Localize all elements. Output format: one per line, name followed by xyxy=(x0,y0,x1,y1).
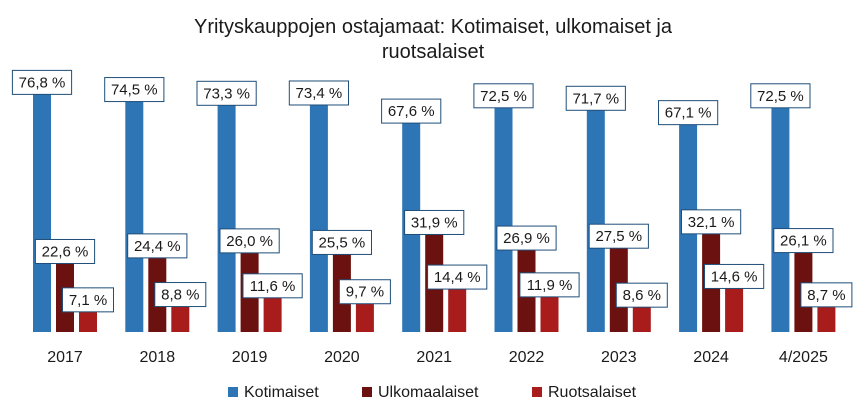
svg-text:7,1 %: 7,1 % xyxy=(69,292,107,309)
data-label-ruotsalaiset-2021: 14,4 % xyxy=(427,264,488,290)
data-label-ruotsalaiset-2019: 11,6 % xyxy=(242,273,303,299)
svg-text:9,7 %: 9,7 % xyxy=(346,284,384,301)
data-label-kotimaiset-2022: 72,5 % xyxy=(473,83,534,109)
data-label-ruotsalaiset-4-2025: 8,7 % xyxy=(800,282,853,308)
bar-ruotsalaiset-2024 xyxy=(725,286,744,332)
x-tick-label: 2022 xyxy=(509,349,545,366)
x-tick-label: 2017 xyxy=(47,349,83,366)
bar-kotimaiset-2020 xyxy=(309,102,328,332)
svg-text:31,9 %: 31,9 % xyxy=(411,214,458,231)
svg-text:32,1 %: 32,1 % xyxy=(688,214,735,231)
svg-text:27,5 %: 27,5 % xyxy=(595,228,642,245)
data-label-ulkomaalaiset-2024: 32,1 % xyxy=(681,209,742,235)
svg-text:11,9 %: 11,9 % xyxy=(527,277,573,294)
bar-ruotsalaiset-2021 xyxy=(448,287,467,332)
bars-layer xyxy=(33,92,836,333)
svg-text:26,9 %: 26,9 % xyxy=(503,230,550,247)
svg-text:67,6 %: 67,6 % xyxy=(388,103,435,120)
data-label-ulkomaalaiset-2018: 24,4 % xyxy=(127,233,188,259)
bar-ruotsalaiset-2023 xyxy=(632,305,651,332)
svg-text:22,6 %: 22,6 % xyxy=(42,243,89,260)
x-tick-label: 2019 xyxy=(232,349,268,366)
bar-ruotsalaiset-2019 xyxy=(263,295,282,332)
data-label-kotimaiset-2019: 73,3 % xyxy=(196,80,257,106)
bar-kotimaiset-2022 xyxy=(494,105,513,332)
data-label-kotimaiset-2021: 67,6 % xyxy=(381,98,442,124)
legend-item-ulkomaalaiset: Ulkomaalaiset xyxy=(362,384,479,401)
data-label-kotimaiset-2023: 71,7 % xyxy=(565,85,626,111)
chart-title-line-2: ruotsalaiset xyxy=(382,41,485,63)
svg-text:73,4 %: 73,4 % xyxy=(296,85,343,102)
data-label-ulkomaalaiset-2020: 25,5 % xyxy=(311,229,372,255)
data-label-ulkomaalaiset-2021: 31,9 % xyxy=(404,209,465,235)
svg-text:72,5 %: 72,5 % xyxy=(480,88,527,105)
legend-label: Ulkomaalaiset xyxy=(378,384,479,401)
data-label-ruotsalaiset-2023: 8,6 % xyxy=(615,282,668,308)
svg-text:25,5 %: 25,5 % xyxy=(319,234,366,251)
svg-text:74,5 %: 74,5 % xyxy=(111,82,158,99)
x-tick-label: 2021 xyxy=(416,349,452,366)
svg-text:24,4 %: 24,4 % xyxy=(134,238,181,255)
bar-kotimaiset-2019 xyxy=(217,103,236,332)
x-tick-label: 4/2025 xyxy=(779,349,828,366)
svg-text:71,7 %: 71,7 % xyxy=(572,90,619,107)
x-tick-label: 2024 xyxy=(693,349,729,366)
data-label-kotimaiset-2024: 67,1 % xyxy=(658,100,719,126)
svg-text:67,1 %: 67,1 % xyxy=(665,105,712,122)
svg-text:72,5 %: 72,5 % xyxy=(757,88,804,105)
svg-text:8,6 %: 8,6 % xyxy=(623,287,661,304)
legend-item-ruotsalaiset: Ruotsalaiset xyxy=(532,384,637,401)
x-axis: 2017 2018 2019 2020 2021 2022 2023 2024 4/2025 xyxy=(47,349,828,366)
bar-ruotsalaiset-2022 xyxy=(540,294,559,332)
svg-text:11,6 %: 11,6 % xyxy=(250,278,296,295)
x-tick-label: 2020 xyxy=(324,349,360,366)
legend-item-kotimaiset: Kotimaiset xyxy=(228,384,319,401)
data-label-ruotsalaiset-2017: 7,1 % xyxy=(62,287,114,313)
data-label-ruotsalaiset-2022: 11,9 % xyxy=(519,272,580,298)
legend-swatch xyxy=(362,387,372,397)
x-tick-label: 2023 xyxy=(601,349,637,366)
svg-text:8,7 %: 8,7 % xyxy=(807,287,845,304)
bar-kotimaiset-2017 xyxy=(33,92,51,332)
data-label-kotimaiset-2020: 73,4 % xyxy=(288,80,349,106)
legend-swatch xyxy=(532,387,542,397)
chart-title-line-1: Yrityskauppojen ostajamaat: Kotimaiset, … xyxy=(194,16,673,38)
bar-ruotsalaiset-2017 xyxy=(79,309,97,332)
svg-text:14,6 %: 14,6 % xyxy=(711,268,758,285)
svg-text:73,3 %: 73,3 % xyxy=(203,85,250,102)
legend-label: Kotimaiset xyxy=(244,384,319,401)
legend-label: Ruotsalaiset xyxy=(548,384,637,401)
data-label-kotimaiset-2017: 76,8 % xyxy=(11,69,73,95)
bar-kotimaiset-4-2025 xyxy=(771,105,790,332)
svg-text:76,8 %: 76,8 % xyxy=(19,74,66,91)
bar-ruotsalaiset-2020 xyxy=(355,301,374,332)
data-labels-layer: 76,8 % 22,6 % 7,1 % 74,5 % 24,4 % 8,8 % 73,3 %… xyxy=(11,69,853,313)
data-label-ruotsalaiset-2020: 9,7 % xyxy=(338,279,391,305)
svg-text:14,4 %: 14,4 % xyxy=(434,269,481,286)
data-label-ulkomaalaiset-2017: 22,6 % xyxy=(34,238,96,264)
bar-ruotsalaiset-4-2025 xyxy=(817,304,836,332)
bar-kotimaiset-2023 xyxy=(586,108,605,333)
svg-text:26,0 %: 26,0 % xyxy=(226,233,273,250)
data-label-ulkomaalaiset-2023: 27,5 % xyxy=(588,223,649,249)
data-label-ulkomaalaiset-2022: 26,9 % xyxy=(496,225,557,251)
bar-kotimaiset-2018 xyxy=(125,99,144,332)
svg-text:26,1 %: 26,1 % xyxy=(780,233,827,250)
data-label-ulkomaalaiset-4-2025: 26,1 % xyxy=(773,228,834,254)
legend-swatch xyxy=(228,387,238,397)
bar-ruotsalaiset-2018 xyxy=(171,304,190,332)
data-label-kotimaiset-4-2025: 72,5 % xyxy=(750,83,811,109)
legend: Kotimaiset Ulkomaalaiset Ruotsalaiset xyxy=(228,384,637,401)
data-label-kotimaiset-2018: 74,5 % xyxy=(104,77,165,103)
x-tick-label: 2018 xyxy=(140,349,176,366)
data-label-ruotsalaiset-2018: 8,8 % xyxy=(154,282,207,308)
data-label-ulkomaalaiset-2019: 26,0 % xyxy=(219,228,280,254)
data-label-ruotsalaiset-2024: 14,6 % xyxy=(704,263,765,289)
svg-text:8,8 %: 8,8 % xyxy=(161,287,199,304)
